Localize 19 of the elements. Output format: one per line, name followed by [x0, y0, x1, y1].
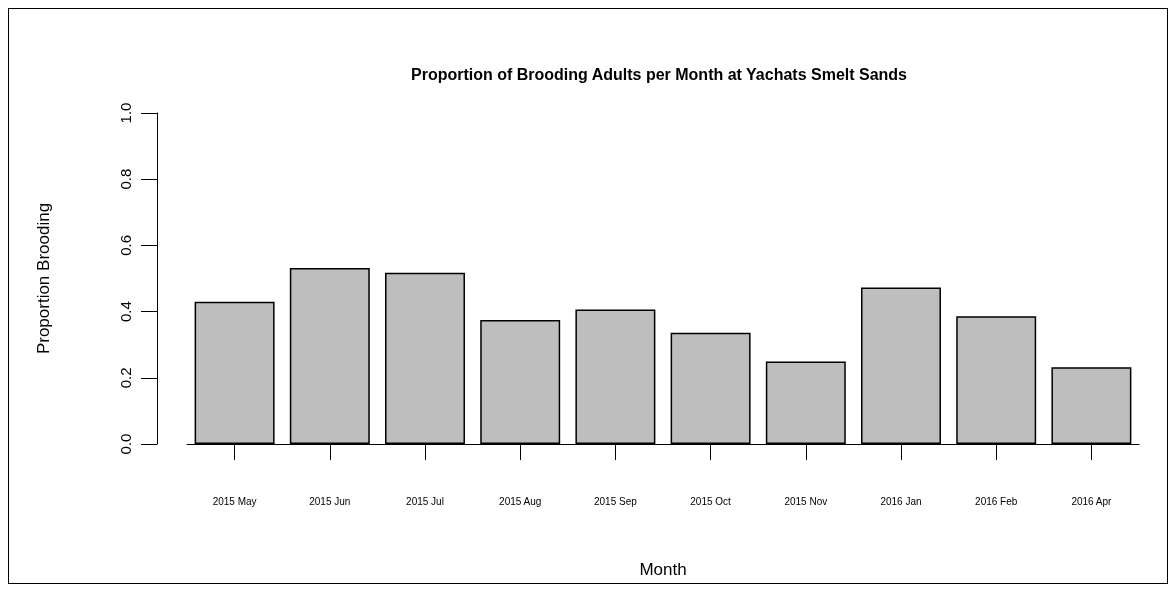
y-tick-label: 1.0 [117, 102, 134, 124]
x-tick-label: 2016 Jan [880, 495, 922, 507]
x-tick-label: 2015 Jul [406, 495, 444, 507]
y-tick-label: 0.2 [117, 367, 134, 389]
y-tick-label: 0.8 [117, 168, 134, 190]
x-axis-title: Month [639, 560, 687, 579]
x-tick-label: 2015 May [212, 495, 257, 507]
x-tick-label: 2015 Aug [499, 495, 542, 507]
x-tick-label: 2015 Sep [593, 495, 638, 507]
x-tick-label: 2015 Jun [309, 495, 351, 507]
y-tick-label: 0.4 [117, 301, 134, 323]
y-tick-label: 0.0 [117, 433, 134, 455]
x-tick-label: 2016 Apr [1071, 495, 1113, 507]
y-tick-label: 0.6 [117, 234, 134, 256]
x-tick-label: 2015 Oct [690, 495, 732, 507]
x-tick-label: 2016 Feb [975, 495, 1018, 507]
y-axis-title: Proportion Brooding [34, 202, 53, 355]
chart-title: Proportion of Brooding Adults per Month at Yachats Smelt Sands [410, 65, 908, 83]
x-tick-label: 2015 Nov [784, 495, 828, 507]
